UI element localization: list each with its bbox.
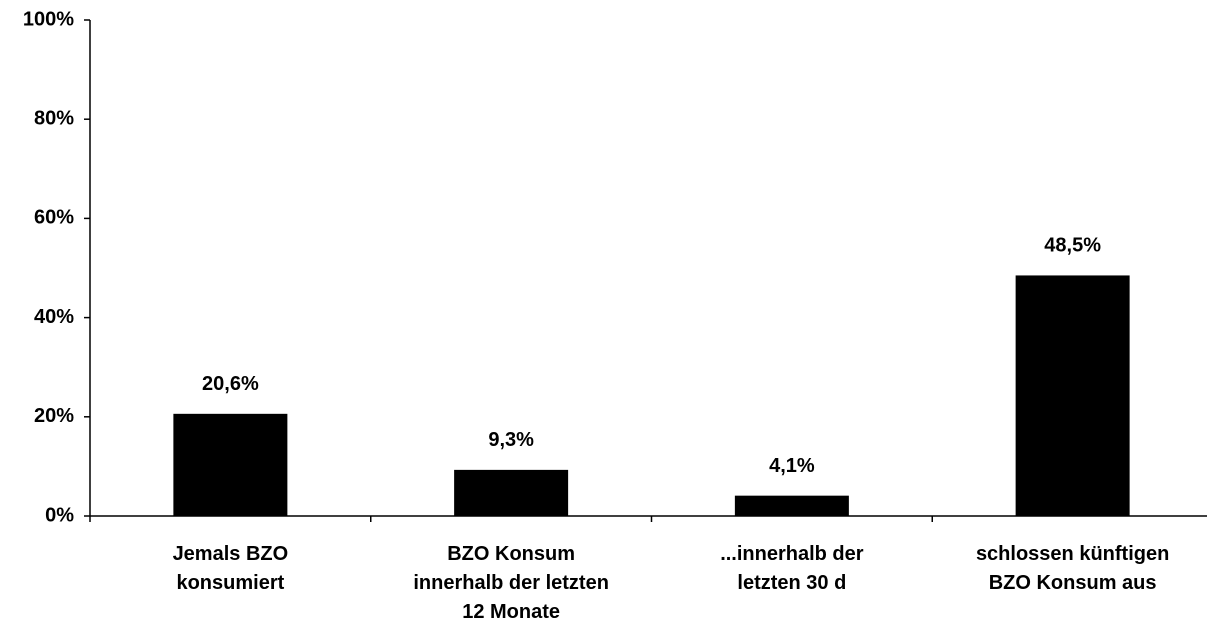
y-tick-label: 60% bbox=[34, 207, 74, 229]
x-tick-label: BZO Konsum innerhalb der letzten 12 Mona… bbox=[413, 543, 609, 623]
y-tick-label: 0% bbox=[45, 504, 74, 526]
y-tick-label: 80% bbox=[34, 107, 74, 129]
value-label: 4,1% bbox=[769, 455, 815, 477]
x-tick-label: Jemals BZO konsumiert bbox=[172, 543, 289, 594]
value-label: 9,3% bbox=[488, 429, 534, 451]
bar bbox=[454, 469, 569, 516]
x-tick-label: schlossen künftigen BZO Konsum aus bbox=[975, 543, 1170, 594]
x-tick-label: ...innerhalb der letzten 30 d bbox=[720, 543, 864, 594]
y-tick-label: 100% bbox=[23, 8, 74, 30]
y-tick-label: 20% bbox=[34, 405, 74, 427]
bar bbox=[1015, 275, 1130, 516]
bar bbox=[173, 413, 288, 516]
bar bbox=[734, 495, 849, 516]
y-tick-label: 40% bbox=[34, 306, 74, 328]
value-label: 20,6% bbox=[202, 373, 259, 395]
value-label: 48,5% bbox=[1044, 235, 1101, 257]
